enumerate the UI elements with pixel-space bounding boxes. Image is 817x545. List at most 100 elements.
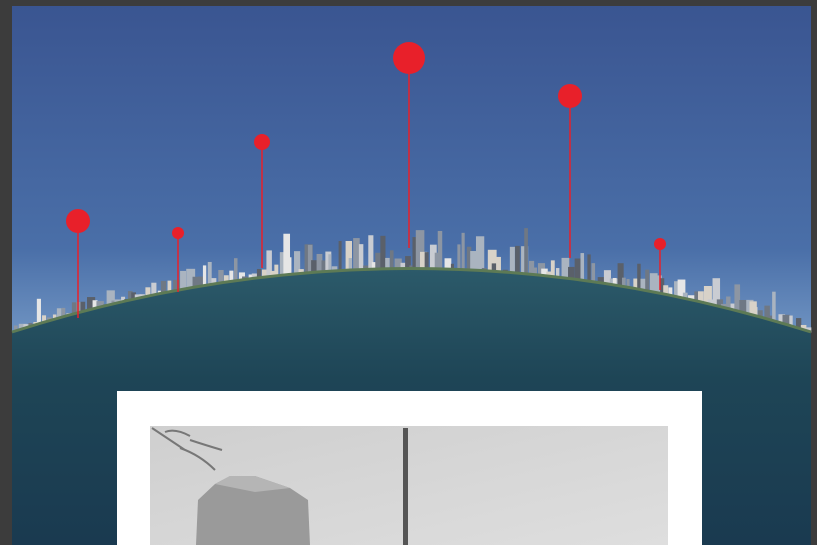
- building: [450, 263, 454, 272]
- building: [546, 271, 555, 278]
- building: [712, 278, 721, 307]
- pin-head: [254, 134, 270, 150]
- building: [621, 277, 626, 289]
- building: [211, 278, 217, 287]
- building: [92, 300, 98, 311]
- building: [739, 299, 749, 314]
- building: [457, 244, 461, 272]
- building: [466, 246, 472, 272]
- building: [753, 307, 758, 318]
- building: [707, 299, 716, 306]
- building: [668, 287, 673, 297]
- building: [180, 270, 187, 292]
- building: [515, 245, 520, 275]
- building: [167, 280, 172, 295]
- building: [229, 270, 234, 284]
- photo-roof: [215, 476, 290, 492]
- building: [385, 257, 390, 271]
- building: [633, 278, 641, 291]
- building: [325, 251, 332, 274]
- building: [266, 250, 272, 279]
- building: [338, 241, 342, 273]
- pin-head: [393, 42, 425, 74]
- building: [42, 315, 47, 325]
- building: [173, 279, 181, 294]
- building: [394, 258, 402, 271]
- building: [218, 269, 224, 286]
- building: [703, 286, 712, 305]
- building: [591, 263, 596, 284]
- photo-antenna: [403, 428, 408, 545]
- building: [233, 258, 238, 284]
- building: [663, 285, 669, 296]
- building: [380, 235, 386, 271]
- building: [470, 251, 477, 272]
- building: [475, 236, 485, 273]
- building: [131, 292, 137, 302]
- photo-branches: [151, 427, 223, 471]
- building: [487, 249, 497, 273]
- building: [461, 232, 465, 272]
- building: [640, 278, 647, 292]
- building: [764, 305, 770, 321]
- building: [782, 314, 790, 326]
- building: [734, 284, 741, 312]
- building: [555, 268, 560, 279]
- building: [768, 315, 776, 322]
- building: [491, 263, 497, 274]
- shoreline: [11, 267, 812, 334]
- building: [321, 260, 328, 274]
- building: [682, 292, 688, 300]
- pin-head: [558, 84, 582, 108]
- building: [800, 324, 807, 331]
- building: [716, 299, 724, 308]
- building: [509, 246, 515, 275]
- building: [283, 233, 291, 278]
- building: [202, 265, 207, 288]
- skyline: [14, 228, 812, 334]
- building: [524, 228, 528, 276]
- building: [617, 263, 624, 288]
- building: [192, 276, 202, 290]
- building: [36, 298, 41, 327]
- building: [645, 269, 650, 293]
- building: [127, 291, 133, 303]
- building: [597, 277, 606, 285]
- building: [694, 291, 699, 303]
- building: [80, 301, 86, 315]
- building: [345, 240, 353, 273]
- building: [198, 276, 206, 289]
- building: [415, 230, 425, 271]
- building: [541, 268, 548, 278]
- building: [626, 279, 630, 289]
- building: [726, 296, 731, 310]
- building: [71, 302, 78, 317]
- building: [419, 251, 428, 271]
- pin-head: [172, 227, 184, 239]
- building: [772, 291, 776, 323]
- building: [207, 261, 212, 288]
- building: [358, 244, 364, 272]
- building: [574, 258, 583, 282]
- building: [550, 260, 555, 279]
- building: [749, 301, 757, 316]
- building: [529, 260, 535, 276]
- building: [294, 251, 301, 276]
- pins: [66, 42, 666, 318]
- building: [256, 268, 262, 281]
- building: [429, 244, 437, 271]
- building: [238, 272, 245, 283]
- building: [496, 256, 501, 274]
- building: [603, 270, 611, 286]
- building: [400, 262, 409, 271]
- building: [371, 262, 376, 272]
- building: [56, 308, 62, 321]
- building: [261, 269, 271, 280]
- building: [287, 257, 292, 277]
- building: [757, 310, 763, 319]
- building: [375, 252, 384, 272]
- building: [612, 277, 617, 287]
- building: [328, 254, 332, 274]
- building: [279, 252, 285, 278]
